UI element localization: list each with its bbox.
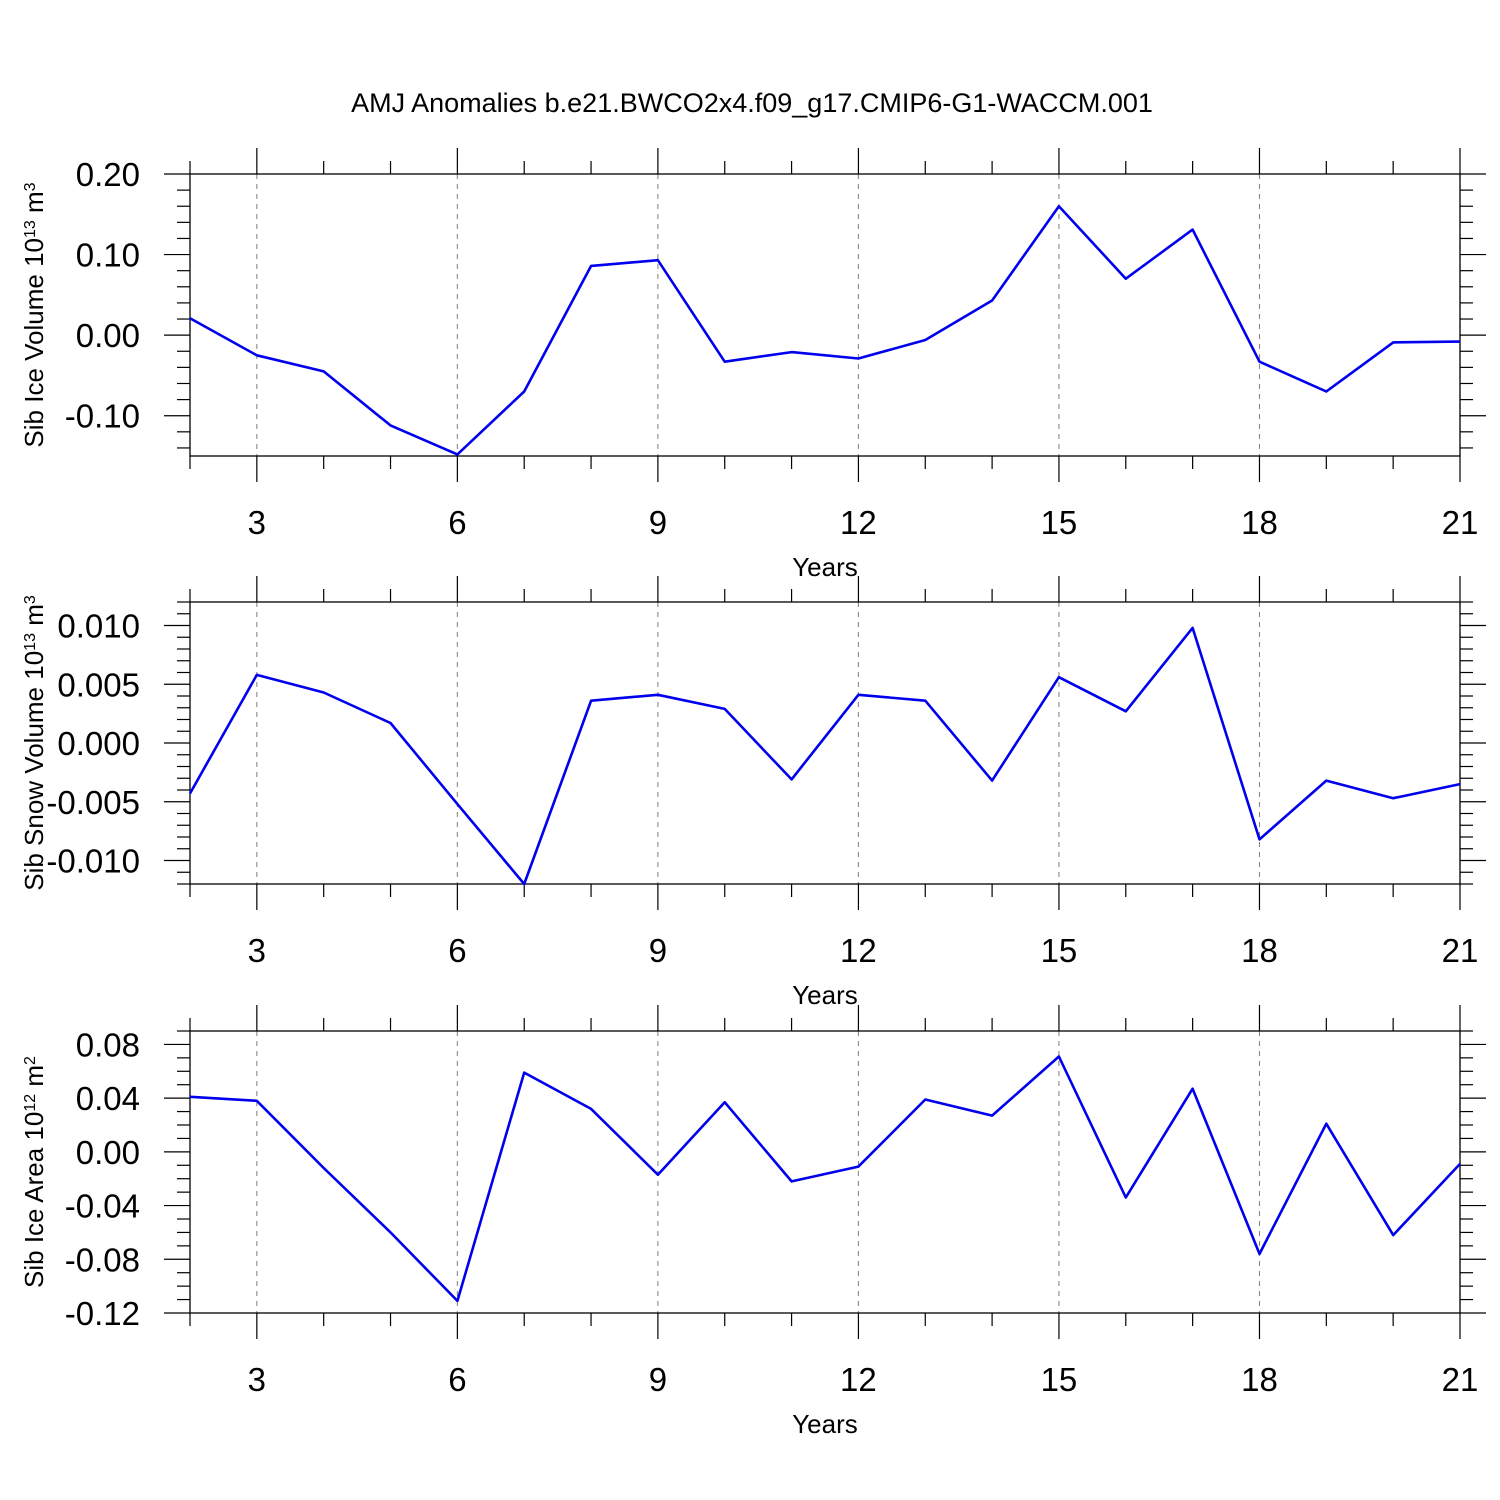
series-line-1 [189,204,1461,456]
x-tick-label: 21 [1442,932,1479,969]
y-axis-title-exponent: 13 [22,220,39,238]
panel-1: 3 6 9 12 15 18 21 0.20 0.10 0.00 -0.10 Years Sib Ice… [19,148,1486,582]
x-tick-label: 15 [1041,1361,1078,1398]
x-tick-label: 9 [649,1361,667,1398]
y-tick-label: 0.00 [76,1134,140,1171]
plot-frame [189,1030,1461,1314]
x-tick-label: 3 [248,932,266,969]
y-axis-title-unit: m [19,191,49,220]
series-line-1 [189,1055,1461,1303]
x-tick-label: 15 [1041,504,1078,541]
x-tick-label: 3 [248,1361,266,1398]
x-tick-label: 15 [1041,932,1078,969]
y-tick-label: 0.10 [76,237,140,274]
y-tick-label: 0.00 [76,317,140,354]
x-tick-label: 12 [840,504,877,541]
x-tick-label: 9 [649,932,667,969]
y-axis-title-text: Sib Snow Volume 10 [19,651,49,891]
y-axis-title-exponent: 13 [22,633,39,651]
y-axis-title-unit-exponent: 3 [22,182,39,191]
x-tick-label: 12 [840,932,877,969]
x-tick-label: 3 [248,504,266,541]
x-axis-title: Years [792,980,858,1010]
y-tick-label: 0.04 [76,1080,140,1117]
y-axis-title: Sib Ice Volume 1013 m3 [19,182,49,447]
y-tick-label: -0.010 [46,843,140,880]
y-tick-label: -0.04 [65,1188,140,1225]
x-tick-label: 18 [1241,1361,1278,1398]
y-axis-title: Sib Snow Volume 1013 m3 [19,595,49,891]
series-line-1 [188,626,1461,886]
x-tick-label: 21 [1442,504,1479,541]
x-tick-label: 18 [1241,504,1278,541]
x-tick-label: 6 [448,504,466,541]
figure-title: AMJ Anomalies b.e21.BWCO2x4.f09_g17.CMIP… [351,88,1153,118]
panel-3: 3 6 9 12 15 18 21 0.08 0.04 0.00 -0.04 -0.08 -0.12 Ye… [19,1005,1486,1439]
x-tick-label: 6 [448,1361,466,1398]
y-axis-title-text: Sib Ice Volume 10 [19,238,49,448]
y-axis-title-unit: m [19,1065,49,1094]
y-axis-title-exponent: 12 [22,1094,39,1112]
y-axis-title-unit: m [19,604,49,633]
x-tick-label: 18 [1241,932,1278,969]
plot-frame [189,601,1461,885]
panels: 3 6 9 12 15 18 21 0.20 0.10 0.00 -0.10 Years Sib Ice… [19,148,1486,1439]
y-tick-label: 0.010 [57,608,140,645]
y-axis-title-unit-exponent: 2 [22,1056,39,1065]
x-tick-label: 21 [1442,1361,1479,1398]
y-tick-label: -0.005 [46,784,140,821]
x-axis-title: Years [792,1409,858,1439]
y-tick-label: 0.08 [76,1026,140,1063]
x-tick-label: 9 [649,504,667,541]
x-axis-title: Years [792,552,858,582]
plot-frame [189,173,1461,457]
y-tick-label: 0.20 [76,156,140,193]
y-tick-label: -0.12 [65,1295,140,1332]
x-tick-label: 12 [840,1361,877,1398]
y-tick-label: 0.005 [57,666,140,703]
y-tick-label: -0.10 [65,398,140,435]
y-tick-label: -0.08 [65,1241,140,1278]
y-tick-label: 0.000 [57,725,140,762]
y-axis-title-text: Sib Ice Area 10 [19,1112,49,1288]
panel-2: 3 6 9 12 15 18 21 0.010 0.005 0.000 -0.005 -0.010 Ye… [19,576,1486,1010]
y-axis-title: Sib Ice Area 1012 m2 [19,1056,49,1288]
y-axis-title-unit-exponent: 3 [22,595,39,604]
x-tick-label: 6 [448,932,466,969]
